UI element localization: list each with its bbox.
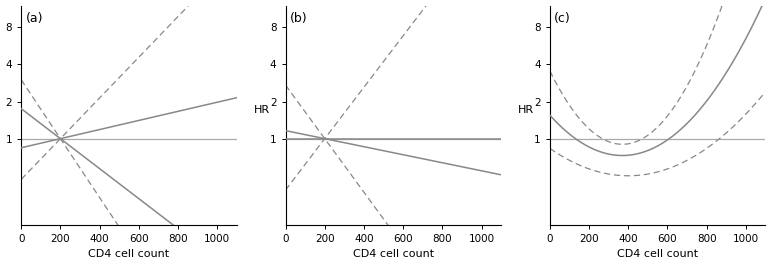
X-axis label: CD4 cell count: CD4 cell count bbox=[89, 249, 170, 259]
Y-axis label: HR: HR bbox=[518, 105, 534, 115]
X-axis label: CD4 cell count: CD4 cell count bbox=[617, 249, 699, 259]
Text: (b): (b) bbox=[290, 12, 308, 25]
X-axis label: CD4 cell count: CD4 cell count bbox=[353, 249, 434, 259]
Y-axis label: HR: HR bbox=[254, 105, 270, 115]
Text: (c): (c) bbox=[554, 12, 571, 25]
Text: (a): (a) bbox=[25, 12, 43, 25]
